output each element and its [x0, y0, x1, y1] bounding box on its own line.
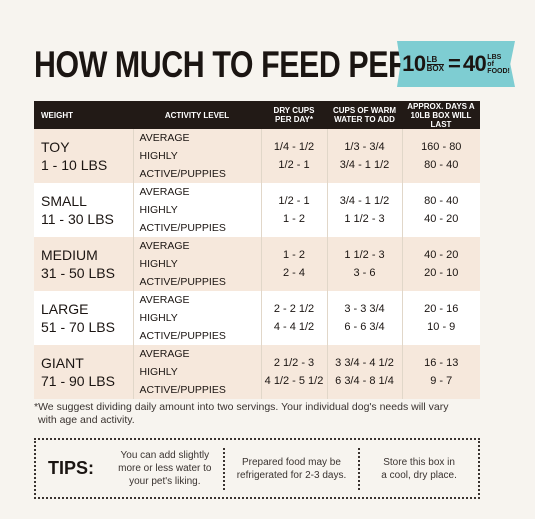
box-yield-badge: 10 LB BOX = 40 LBS of FOOD!	[397, 41, 515, 87]
weight-cell: MEDIUM 31 - 50 LBS	[34, 237, 134, 291]
badge-right-number: 40	[462, 51, 487, 76]
table-row: SMALL 11 - 30 LBS AVERAGE HIGHLY ACTIVE/PU…	[34, 183, 480, 237]
days-cell: 20 - 16 10 - 9	[402, 291, 480, 345]
tip-refrigerate: Prepared food may be refrigerated for 2-…	[236, 456, 347, 481]
table-row: LARGE 51 - 70 LBS AVERAGE HIGHLY ACTIVE/PU…	[34, 291, 480, 345]
header-days: APPROX. DAYS A 10LB BOX WILL LAST	[402, 101, 480, 129]
header-dry-cups: DRY CUPS PER DAY*	[261, 101, 327, 129]
weight-cell: LARGE 51 - 70 LBS	[34, 291, 134, 345]
activity-cell: AVERAGE HIGHLY ACTIVE/PUPPIES	[133, 129, 262, 183]
activity-cell: AVERAGE HIGHLY ACTIVE/PUPPIES	[133, 237, 262, 291]
activity-cell: AVERAGE HIGHLY ACTIVE/PUPPIES	[133, 183, 262, 237]
table-header-row: WEIGHT ACTIVITY LEVEL DRY CUPS PER DAY* C…	[34, 101, 480, 129]
weight-cell: TOY 1 - 10 LBS	[34, 129, 134, 183]
tips-divider	[222, 447, 225, 490]
days-cell: 16 - 13 9 - 7	[402, 345, 480, 399]
footnote-line-1: *We suggest dividing daily amount into t…	[34, 401, 449, 413]
days-cell: 40 - 20 20 - 10	[402, 237, 480, 291]
badge-equals: =	[447, 51, 461, 76]
water-cell: 3/4 - 1 1/2 1 1/2 - 3	[327, 183, 403, 237]
activity-cell: AVERAGE HIGHLY ACTIVE/PUPPIES	[133, 345, 262, 399]
header-weight: WEIGHT	[34, 101, 133, 129]
badge-right-unit: LBS of FOOD!	[487, 54, 510, 75]
weight-cell: SMALL 11 - 30 LBS	[34, 183, 134, 237]
tip-water: You can add slightly more or less water …	[118, 450, 212, 487]
feeding-table: WEIGHT ACTIVITY LEVEL DRY CUPS PER DAY* C…	[34, 101, 480, 399]
days-cell: 80 - 40 40 - 20	[402, 183, 480, 237]
tip-storage: Store this box in a cool, dry place.	[381, 456, 457, 481]
badge-left-number: 10	[402, 51, 426, 76]
tips-label: TIPS:	[48, 458, 95, 478]
dry-cups-cell: 2 - 2 1/2 4 - 4 1/2	[261, 291, 328, 345]
water-cell: 3 3/4 - 4 1/2 6 3/4 - 8 1/4	[327, 345, 403, 399]
table-row: MEDIUM 31 - 50 LBS AVERAGE HIGHLY ACTIVE/P…	[34, 237, 480, 291]
tips-divider	[358, 447, 361, 490]
activity-cell: AVERAGE HIGHLY ACTIVE/PUPPIES	[133, 291, 262, 345]
badge-left-unit: LB BOX	[426, 55, 444, 73]
weight-cell: GIANT 71 - 90 LBS	[34, 345, 134, 399]
badge-of-label: of	[487, 60, 494, 68]
badge-box-label: BOX	[426, 63, 444, 73]
water-cell: 1/3 - 3/4 3/4 - 1 1/2	[327, 129, 403, 183]
badge-lb-label: LB	[426, 55, 444, 65]
table-row: GIANT 71 - 90 LBS AVERAGE HIGHLY ACTIVE/PU…	[34, 345, 480, 399]
header-activity: ACTIVITY LEVEL	[133, 101, 261, 129]
header-water: CUPS OF WARM WATER TO ADD	[327, 101, 402, 129]
tips-box: TIPS: You can add slightly more or less …	[34, 438, 480, 499]
dry-cups-cell: 1/4 - 1/2 1/2 - 1	[261, 129, 328, 183]
days-cell: 160 - 80 80 - 40	[402, 129, 480, 183]
footnote: *We suggest dividing daily amount into t…	[34, 401, 484, 427]
water-cell: 3 - 3 3/4 6 - 6 3/4	[327, 291, 403, 345]
badge-food-label: FOOD!	[487, 67, 510, 75]
footnote-line-2: with age and activity.	[38, 414, 135, 426]
badge-lbs-label: LBS	[487, 53, 502, 61]
table-row: TOY 1 - 10 LBS AVERAGE HIGHLY ACTIVE/PUPPI…	[34, 129, 480, 183]
